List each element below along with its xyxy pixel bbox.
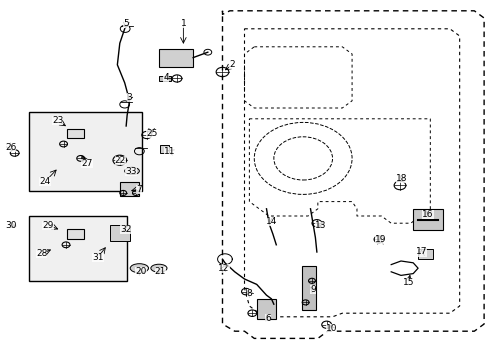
Text: 32: 32 [120,225,132,234]
Bar [67,229,84,239]
Text: 4: 4 [163,73,169,82]
Text: 19: 19 [374,235,386,244]
Text: 26: 26 [5,143,17,152]
Bar [29,216,127,281]
Text: 25: 25 [145,129,157,138]
Text: 13: 13 [314,220,326,230]
Text: 17: 17 [415,248,427,256]
Text: 5: 5 [123,19,129,28]
Text: 16: 16 [421,210,433,219]
Text: 18: 18 [395,174,407,183]
Bar [29,112,142,191]
Text: 14: 14 [265,217,277,226]
Ellipse shape [130,264,148,273]
Text: 33: 33 [125,166,137,176]
Text: 6: 6 [264,314,270,323]
Bar [256,299,276,319]
Ellipse shape [150,264,166,272]
Text: 20: 20 [135,267,146,276]
Text: 9: 9 [309,285,315,294]
Text: 23: 23 [52,116,63,125]
Text: 24: 24 [39,177,51,186]
Ellipse shape [124,167,139,175]
Text: 28: 28 [36,249,47,258]
Bar [120,182,139,196]
Text: 7: 7 [136,185,142,194]
Text: 27: 27 [81,159,93,168]
Bar [412,209,442,230]
Text: 2: 2 [229,60,235,69]
Bar [159,76,171,81]
Bar [67,129,84,138]
Text: 15: 15 [402,278,413,287]
Bar [159,49,193,67]
Bar [302,266,315,310]
Bar [160,145,169,153]
Text: 1: 1 [180,19,186,28]
Text: 29: 29 [42,220,54,230]
Text: 22: 22 [114,156,126,165]
Text: 3: 3 [126,93,132,102]
Bar [110,225,129,241]
Text: 8: 8 [246,289,252,298]
Text: 11: 11 [164,147,176,156]
Text: 10: 10 [325,324,337,333]
Bar [417,249,432,259]
Text: 31: 31 [92,253,103,262]
Text: 30: 30 [5,220,17,230]
Text: 12: 12 [218,264,229,273]
Text: 21: 21 [154,267,166,276]
